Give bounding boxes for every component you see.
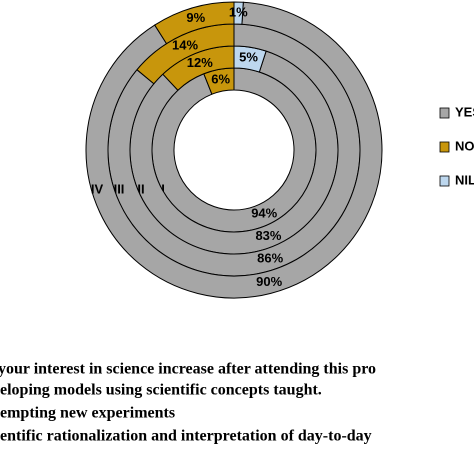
data-label: 90%: [256, 274, 282, 289]
question-text: entific rationalization and interpretati…: [0, 428, 372, 445]
legend-swatch: [439, 141, 450, 153]
legend-swatch: [439, 107, 450, 119]
data-label: 6%: [211, 72, 230, 87]
data-label: 12%: [187, 55, 213, 70]
ring-label: II: [137, 181, 144, 196]
data-label: 1%: [229, 5, 248, 20]
question-text: eloping models using scientific concepts…: [0, 382, 322, 399]
ring-label: IV: [91, 181, 104, 196]
ring-segment: [233, 1, 244, 25]
ring-label: III: [114, 181, 125, 196]
legend-label: NO: [455, 138, 474, 153]
legend-swatch: [439, 175, 450, 187]
legend-label: YES: [455, 104, 474, 119]
data-label: 14%: [172, 37, 198, 52]
data-label: 5%: [239, 50, 258, 65]
ring-label: I: [161, 181, 165, 196]
legend-label: NIL: [455, 172, 474, 187]
data-label: 9%: [186, 10, 205, 25]
ring-segment: [151, 67, 317, 233]
question-text: your interest in science increase after …: [0, 361, 376, 378]
data-label: 94%: [251, 206, 277, 221]
data-label: 83%: [255, 228, 281, 243]
question-text: empting new experiments: [0, 405, 175, 422]
ring-segment: [85, 1, 383, 299]
data-label: 86%: [257, 251, 283, 266]
